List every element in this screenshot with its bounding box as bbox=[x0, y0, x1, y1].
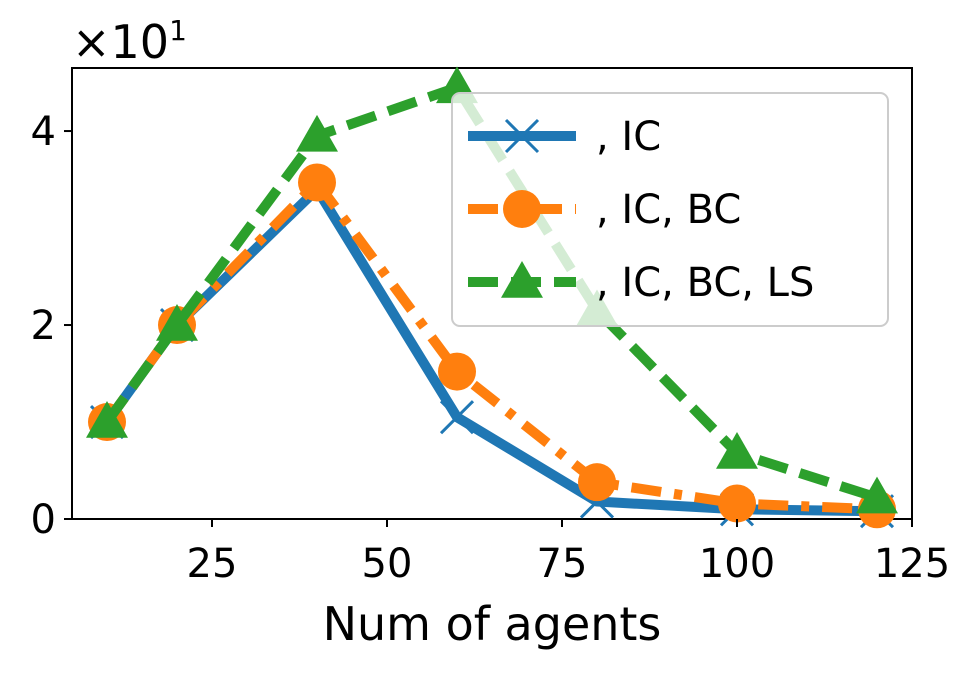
legend-entry: , IC, BC, LS bbox=[468, 260, 814, 306]
data-point bbox=[439, 400, 475, 435]
y-scale-factor: ×101 bbox=[72, 14, 187, 69]
legend-label: , IC, BC, LS bbox=[596, 260, 814, 306]
data-point bbox=[156, 304, 198, 341]
x-tick-label: 75 bbox=[537, 541, 588, 587]
legend-label: , IC bbox=[596, 114, 661, 160]
legend-entry: , IC, BC bbox=[468, 187, 741, 233]
tick-layer: 25 50 75 100 125 0 2 4 bbox=[31, 109, 951, 587]
y-tick-label: 0 bbox=[31, 497, 56, 543]
series-layer bbox=[86, 66, 898, 529]
data-point bbox=[298, 163, 336, 202]
x-tick-label: 50 bbox=[362, 541, 413, 587]
legend: , IC , IC, BC , IC, BC, LS bbox=[451, 92, 889, 327]
plot-area bbox=[71, 67, 913, 520]
data-point bbox=[716, 432, 758, 469]
legend-label: , IC, BC bbox=[596, 187, 741, 233]
data-point bbox=[718, 484, 756, 523]
y-tick-label: 2 bbox=[31, 303, 56, 349]
legend-box bbox=[451, 92, 889, 327]
x-axis-label: Num of agents bbox=[323, 597, 662, 651]
x-tick-label: 100 bbox=[699, 541, 775, 587]
x-tick-label: 25 bbox=[187, 541, 238, 587]
legend-entry: , IC bbox=[468, 114, 661, 160]
legend-marker bbox=[501, 261, 543, 298]
data-point bbox=[86, 401, 128, 438]
legend-marker bbox=[504, 118, 540, 154]
data-point bbox=[296, 114, 338, 152]
data-point bbox=[578, 463, 616, 502]
data-point bbox=[856, 476, 898, 514]
data-point bbox=[438, 352, 476, 391]
y-tick-label: 4 bbox=[31, 109, 56, 155]
legend-marker bbox=[503, 190, 541, 228]
axes-frame bbox=[71, 67, 913, 520]
x-tick-label: 125 bbox=[874, 541, 950, 587]
